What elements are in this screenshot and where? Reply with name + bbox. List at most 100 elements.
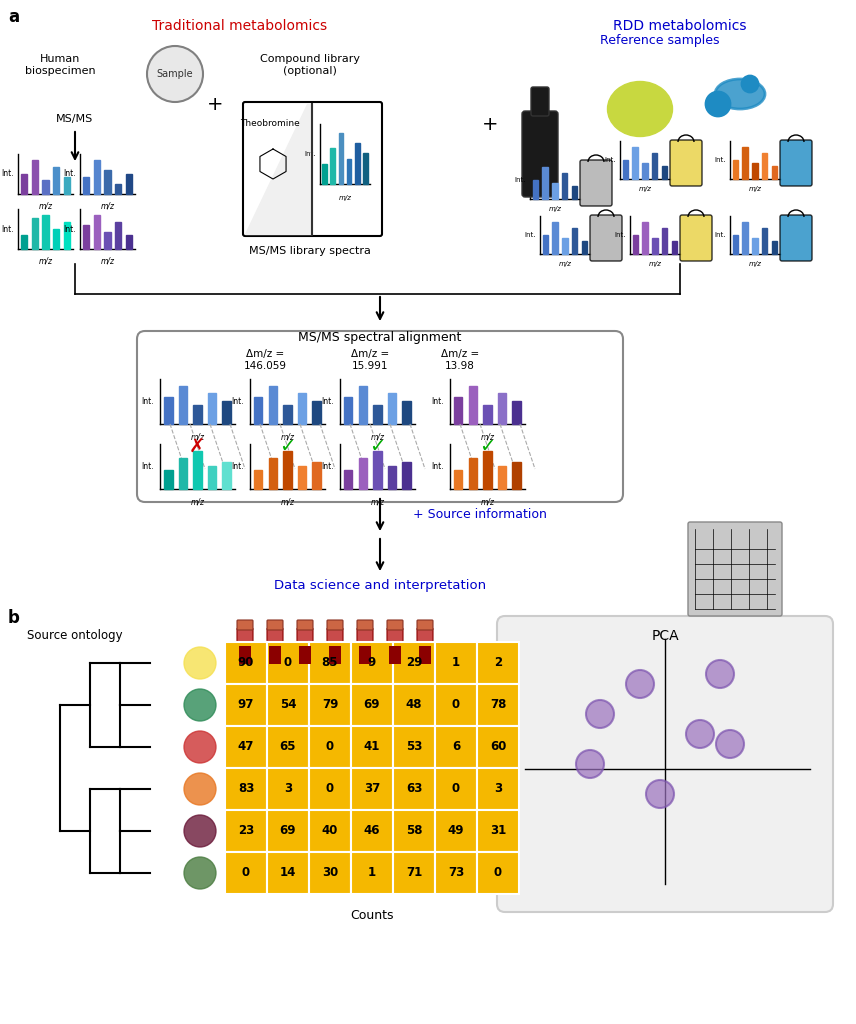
Circle shape (184, 647, 216, 679)
Bar (498, 466, 506, 489)
Bar (309, 852, 351, 894)
Bar (477, 768, 519, 810)
Bar (582, 241, 587, 254)
Bar (53, 167, 59, 194)
Text: 0: 0 (242, 866, 250, 880)
Bar (393, 852, 435, 894)
Bar (513, 401, 520, 424)
Text: MS/MS library spectra: MS/MS library spectra (249, 246, 371, 256)
Text: 1: 1 (452, 656, 460, 670)
Bar (351, 726, 393, 768)
Bar (193, 451, 202, 489)
Bar (239, 646, 251, 664)
Bar (309, 684, 351, 726)
Text: 0: 0 (326, 740, 334, 754)
FancyBboxPatch shape (531, 87, 549, 116)
Bar (351, 684, 393, 726)
Bar (351, 642, 393, 684)
FancyBboxPatch shape (497, 616, 833, 912)
Text: m/z: m/z (748, 185, 762, 191)
Ellipse shape (715, 79, 765, 109)
Bar (309, 726, 351, 768)
Text: Human
biospecimen: Human biospecimen (25, 54, 95, 76)
Text: 0: 0 (452, 698, 460, 712)
Bar (126, 236, 132, 249)
Text: m/z: m/z (480, 497, 495, 506)
Bar (562, 173, 568, 199)
Bar (32, 160, 38, 194)
Bar (225, 852, 267, 894)
Bar (513, 462, 520, 489)
Bar (283, 404, 292, 424)
FancyBboxPatch shape (297, 628, 313, 665)
Text: 49: 49 (448, 824, 464, 838)
Bar (643, 222, 648, 254)
Bar (388, 393, 396, 424)
Bar (21, 236, 27, 249)
Text: 41: 41 (364, 740, 380, 754)
Bar (435, 642, 477, 684)
Text: 6: 6 (452, 740, 461, 754)
Text: +: + (482, 115, 498, 133)
FancyBboxPatch shape (417, 628, 433, 665)
Bar (402, 462, 411, 489)
Text: Counts: Counts (350, 909, 394, 922)
Bar (355, 143, 360, 184)
Bar (435, 726, 477, 768)
Text: ✓: ✓ (279, 437, 295, 457)
FancyBboxPatch shape (267, 628, 283, 665)
Circle shape (706, 660, 734, 688)
FancyBboxPatch shape (590, 215, 622, 261)
Bar (633, 234, 639, 254)
Text: 48: 48 (406, 698, 422, 712)
Bar (126, 174, 132, 194)
Bar (223, 401, 231, 424)
Bar (393, 768, 435, 810)
Bar (435, 684, 477, 726)
Text: m/z: m/z (480, 432, 495, 441)
Bar (435, 810, 477, 852)
Text: Δm/z =
13.98: Δm/z = 13.98 (441, 349, 479, 371)
FancyBboxPatch shape (357, 620, 373, 630)
Circle shape (742, 76, 758, 92)
Bar (164, 470, 173, 489)
Bar (623, 160, 628, 179)
Bar (269, 459, 277, 489)
FancyBboxPatch shape (137, 331, 623, 502)
Bar (193, 404, 202, 424)
Text: 14: 14 (280, 866, 296, 880)
Bar (267, 684, 309, 726)
Text: 9: 9 (368, 656, 376, 670)
Text: m/z: m/z (281, 432, 294, 441)
Text: 2: 2 (494, 656, 502, 670)
Text: ✓: ✓ (369, 437, 385, 457)
Text: Int.: Int. (141, 397, 154, 406)
Text: Source ontology: Source ontology (27, 629, 122, 642)
Bar (742, 146, 748, 179)
Bar (83, 177, 89, 194)
Bar (225, 768, 267, 810)
Circle shape (706, 92, 730, 116)
Bar (339, 133, 343, 184)
Circle shape (147, 46, 203, 102)
Text: 3: 3 (494, 782, 502, 796)
Bar (351, 768, 393, 810)
Bar (393, 726, 435, 768)
Bar (225, 810, 267, 852)
Bar (477, 642, 519, 684)
Text: 63: 63 (406, 782, 422, 796)
Text: m/z: m/z (371, 432, 384, 441)
Bar (733, 234, 739, 254)
Bar (552, 183, 558, 199)
Bar (373, 451, 382, 489)
Bar (455, 397, 462, 424)
Bar (642, 163, 648, 179)
Bar (469, 459, 477, 489)
FancyBboxPatch shape (357, 628, 373, 665)
Bar (351, 810, 393, 852)
Text: RDD metabolomics: RDD metabolomics (613, 19, 746, 33)
Bar (662, 228, 668, 254)
Text: 69: 69 (364, 698, 380, 712)
Bar (208, 466, 217, 489)
Text: 3: 3 (284, 782, 292, 796)
